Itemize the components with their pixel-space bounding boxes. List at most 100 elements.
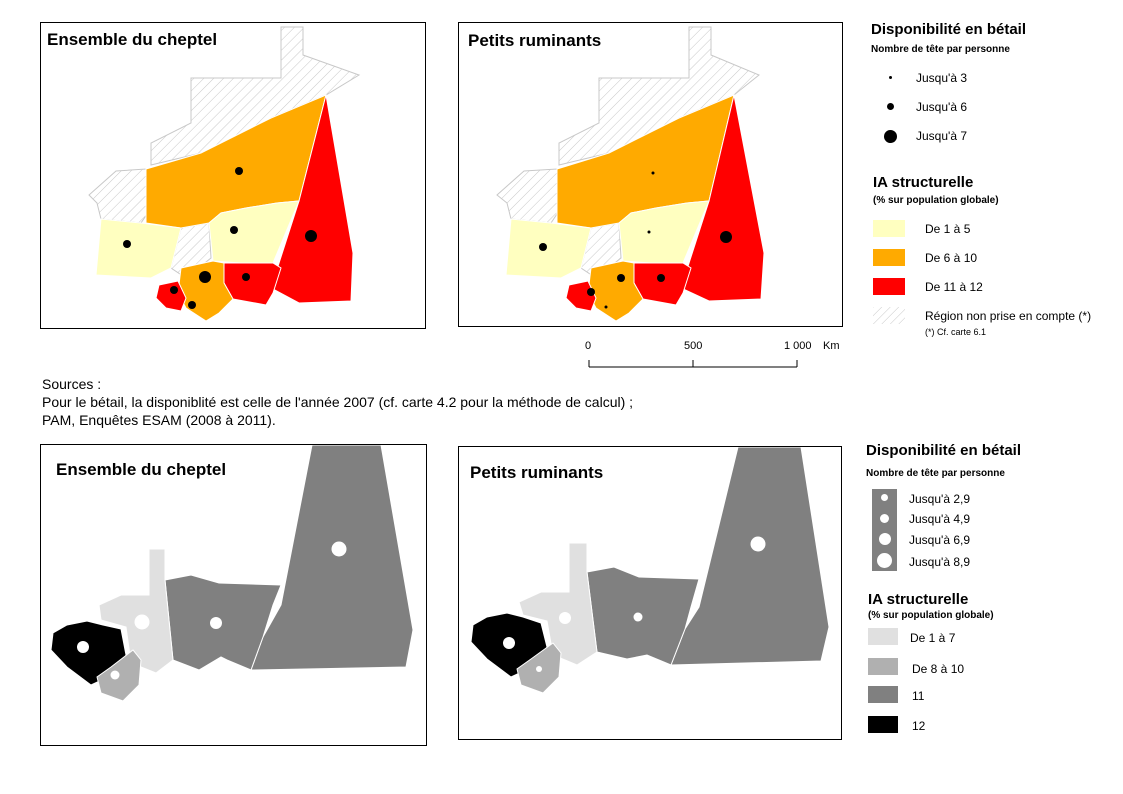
bottom-swatch-1 [868,628,898,645]
dot-yellow-center [647,230,651,234]
bottom-ia-title: IA structurelle [868,591,969,608]
region-yellow-center [208,200,300,264]
legend-swatch-hatch [873,307,905,324]
region-yellow-west [95,218,182,279]
dot-red-south [242,273,250,281]
dot-orange-south [617,274,625,282]
sources-line-1: Sources : [42,376,102,392]
bottom-map1-title: Ensemble du cheptel [53,459,230,481]
bottom-class-2: De 8 à 10 [912,662,965,676]
dot-west [503,637,515,649]
dot-yellow-west [539,243,547,251]
bottom-dot-label-1: Jusqu'à 2,9 [909,492,971,506]
dot-south [110,670,120,680]
bottom-map2-title: Petits ruminants [467,462,607,484]
sources-line-3: PAM, Enquêtes ESAM (2008 à 2011). [42,412,276,428]
region-gray3-east [670,447,830,666]
dot-east [750,536,766,552]
region-gray3-center [586,566,700,666]
bottom-ia-subtitle: (% sur population globale) [868,610,994,621]
region-hatched-west [496,168,562,224]
bottom-legend-dot-4 [877,553,892,568]
bottom-swatch-4 [868,716,898,733]
dot-red-south [657,274,665,282]
dot-orange-south-2 [188,301,196,309]
region-gray3-east [250,445,414,671]
top-ia-subtitle: (% sur population globale) [873,195,999,206]
dot-yellow-center [230,226,238,234]
top-map-petits-svg [496,26,765,322]
bottom-swatch-2 [868,658,898,675]
top-map-ensemble-svg [88,26,361,322]
legend-class-2: De 6 à 10 [925,251,978,265]
dot-orange-north [235,167,243,175]
dot-orange-north [651,171,655,175]
region-hatched-west [88,168,152,224]
region-gray1-north [518,542,598,666]
dot-west [77,641,89,653]
dot-center [633,612,643,622]
bottom-legend-dot-1 [881,494,888,501]
top-map2-title: Petits ruminants [465,30,605,52]
region-gray3-center [164,574,282,671]
bottom-legend-dot-2 [880,514,889,523]
dot-red-east [720,231,732,243]
bottom-map-petits-svg [470,447,830,694]
legend-class-3: De 11 à 12 [925,280,983,294]
dot-red-east [305,230,317,242]
dot-yellow-west [123,240,131,248]
scale-line [588,360,798,368]
bottom-class-4: 12 [912,719,926,733]
dot-north [559,612,571,624]
region-yellow-west [505,218,592,279]
dot-orange-south-2 [604,305,608,309]
legend-dot-small [889,76,892,79]
bottom-legend-dot-3 [879,533,891,545]
dot-north [134,614,150,630]
bottom-dot-label-4: Jusqu'à 8,9 [909,555,971,569]
dot-red-southwest [170,286,178,294]
bottom-class-3: 11 [912,689,925,703]
legend-class-4: Région non prise en compte (*) [925,309,1092,323]
bottom-map-petits-ruminants: Petits ruminants [458,446,842,740]
dot-orange-south [199,271,211,283]
scale-unit: Km [823,340,840,352]
region-red-southwest [565,280,597,312]
top-legend-title: Disponibilité en bétail [871,21,1027,38]
legend-dot-label-1: Jusqu'à 3 [916,71,967,85]
sources-line-2: Pour le bétail, la disponiblité est cell… [42,394,634,410]
bottom-map-ensemble-svg [50,445,414,702]
legend-dot-label-2: Jusqu'à 6 [916,100,967,114]
bottom-legend-title: Disponibilité en bétail [866,442,1022,459]
bottom-dot-label-3: Jusqu'à 6,9 [909,533,971,547]
bottom-map-ensemble: Ensemble du cheptel [40,444,427,746]
legend-swatch-mid [873,249,905,266]
dot-center [210,617,222,629]
legend-dot-label-3: Jusqu'à 7 [916,129,967,143]
region-red-southwest [155,280,187,312]
bottom-dot-label-2: Jusqu'à 4,9 [909,512,971,526]
top-ia-title: IA structurelle [873,174,974,191]
dot-red-southwest [587,288,595,296]
bottom-legend-subtitle: Nombre de tête par personne [866,468,1005,479]
dot-east [331,541,347,557]
legend-footnote: (*) Cf. carte 6.1 [925,327,987,337]
scale-label-500: 500 [684,340,703,352]
legend-class-1: De 1 à 5 [925,222,971,236]
legend-swatch-high [873,278,905,295]
legend-dot-medium [887,103,894,110]
top-legend-subtitle: Nombre de tête par personne [871,44,1010,55]
scale-label-1000: 1 000 [784,340,812,352]
legend-dot-large [884,130,897,143]
region-gray1-north [98,548,174,674]
region-yellow-center [618,200,710,264]
top-map1-title: Ensemble du cheptel [44,29,221,51]
top-map-petits-ruminants: Petits ruminants [458,22,843,327]
bottom-swatch-3 [868,686,898,703]
top-map-ensemble: Ensemble du cheptel [40,22,426,329]
scale-label-0: 0 [585,340,592,352]
dot-south [536,666,542,672]
bottom-class-1: De 1 à 7 [910,631,956,645]
legend-swatch-low [873,220,905,237]
sources-block: Sources : Pour le bétail, la disponiblit… [42,375,633,429]
